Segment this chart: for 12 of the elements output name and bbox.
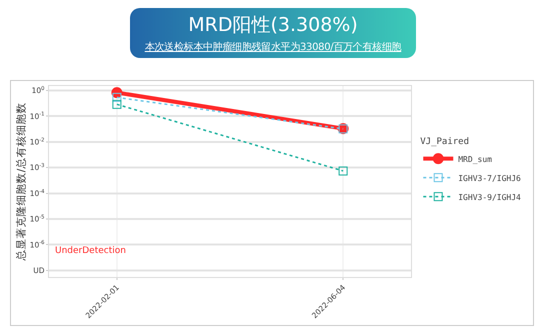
point bbox=[112, 92, 122, 102]
header-banner: MRD阳性(3.308%) 本次送检标本中肿瘤细胞残留水平为33080/百万个有核细胞 bbox=[130, 8, 416, 58]
chart-subtitle: 本次送检标本中肿瘤细胞残留水平为33080/百万个有核细胞 bbox=[144, 40, 402, 54]
legend-label: MRD_sum bbox=[458, 154, 492, 164]
point bbox=[112, 100, 122, 109]
chart-title: MRD阳性(3.308%) bbox=[187, 13, 359, 38]
legend-label: IGHV3-7/IGHJ6 bbox=[458, 174, 522, 183]
y-axis-title: 总显著克隆细胞数/总有核细胞数 bbox=[14, 102, 28, 262]
legend-label: IGHV3-9/IGHJ4 bbox=[458, 192, 522, 202]
legend-title: VJ_Paired bbox=[420, 137, 470, 148]
point bbox=[338, 166, 348, 176]
annotation: UnderDetection bbox=[55, 246, 126, 256]
